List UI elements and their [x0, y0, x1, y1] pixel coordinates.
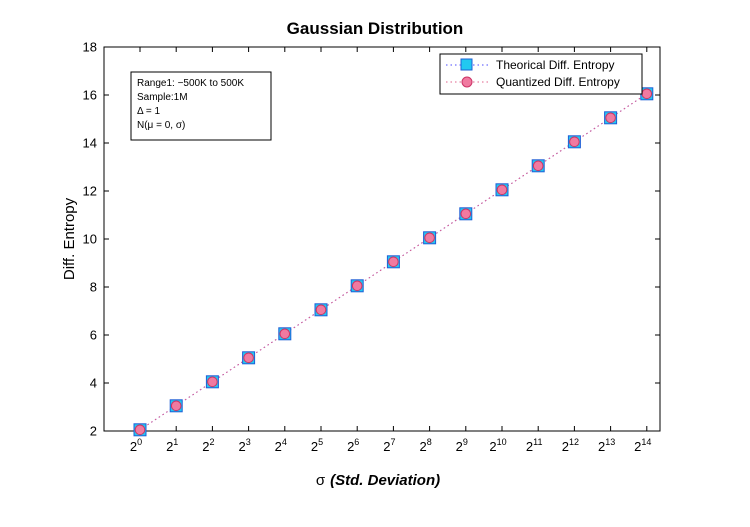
legend-marker-square: [460, 58, 473, 71]
data-point-quantized: [170, 400, 182, 412]
data-point-quantized: [424, 232, 435, 244]
x-tick-label: 213: [598, 437, 615, 454]
y-tick-label: 2: [90, 424, 97, 439]
data-point-quantized: [532, 160, 544, 172]
x-tick-label: 24: [275, 437, 287, 454]
data-point-quantized: [315, 304, 327, 316]
y-tick-label: 18: [83, 40, 97, 55]
y-tick-label: 10: [83, 232, 97, 247]
x-tick-label: 25: [311, 437, 323, 454]
y-axis-label: Diff. Entropy: [61, 197, 78, 280]
annotation-line-1: Range1: −500K to 500K: [137, 78, 244, 89]
y-tick-label: 4: [90, 376, 97, 391]
x-tick-label: 23: [238, 437, 250, 454]
data-point-quantized: [243, 352, 254, 364]
annotation-line-3: Δ = 1: [137, 106, 161, 117]
x-tick-label: 210: [489, 437, 506, 454]
x-axis-label-symbol: σ: [316, 472, 326, 489]
data-point-quantized: [388, 256, 399, 268]
x-tick-label: 20: [130, 437, 142, 454]
y-tick-label: 14: [83, 136, 97, 151]
y-tick-label: 12: [83, 184, 97, 199]
x-axis-label: σ (Std. Deviation): [316, 472, 440, 489]
x-tick-label: 21: [166, 437, 178, 454]
x-axis: 20 21 22 23 24 25 26 27 28 29 210 211 212 213 214: [130, 47, 651, 454]
y-axis: 2 4 6 8 10 12 14 16 18: [83, 40, 660, 439]
y-tick-label: 8: [90, 280, 97, 295]
y-tick-label: 6: [90, 328, 97, 343]
x-axis-label-text: (Std. Deviation): [330, 472, 440, 489]
data-point-quantized: [569, 136, 580, 148]
x-tick-label: 26: [347, 437, 359, 454]
data-point-quantized: [351, 280, 363, 292]
x-tick-label: 214: [634, 437, 651, 454]
x-tick-label: 29: [456, 437, 468, 454]
annotation-line-4: N(μ = 0, σ): [137, 120, 185, 131]
x-tick-label: 27: [383, 437, 395, 454]
data-point-quantized: [460, 208, 472, 220]
legend-marker-circle: [461, 76, 473, 88]
data-point-quantized: [279, 328, 291, 340]
y-tick-label: 16: [83, 88, 97, 103]
x-tick-label: 28: [419, 437, 431, 454]
data-point-quantized: [207, 376, 218, 388]
annotation-line-2: Sample:1M: [137, 92, 188, 103]
series-layer: [133, 87, 654, 437]
x-tick-label: 211: [526, 437, 543, 454]
legend: Theorical Diff. Entropy Quantized Diff. …: [439, 53, 643, 95]
x-tick-label: 22: [202, 437, 214, 454]
chart-title: Gaussian Distribution: [287, 19, 464, 38]
legend-entry-theoretical: Theorical Diff. Entropy: [496, 58, 615, 72]
data-point-quantized: [605, 112, 616, 124]
x-tick-label: 212: [562, 437, 579, 454]
data-point-quantized: [134, 424, 146, 436]
data-point-quantized: [641, 88, 653, 100]
legend-entry-quantized: Quantized Diff. Entropy: [496, 75, 620, 89]
annotation-box: Range1: −500K to 500K Sample:1M Δ = 1 N(…: [130, 71, 272, 141]
data-point-quantized: [496, 184, 508, 196]
